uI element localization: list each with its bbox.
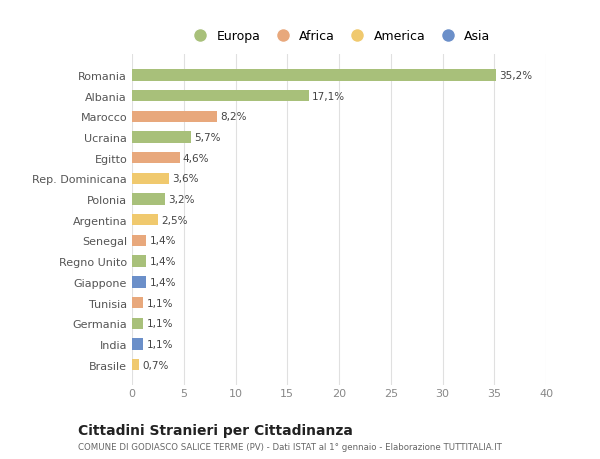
Text: COMUNE DI GODIASCO SALICE TERME (PV) - Dati ISTAT al 1° gennaio - Elaborazione T: COMUNE DI GODIASCO SALICE TERME (PV) - D… — [78, 442, 502, 451]
Text: 1,1%: 1,1% — [146, 298, 173, 308]
Text: 3,2%: 3,2% — [168, 195, 195, 205]
Bar — [132, 70, 496, 81]
Text: 2,5%: 2,5% — [161, 215, 187, 225]
Bar — [132, 339, 143, 350]
Bar — [132, 235, 146, 246]
Text: 1,1%: 1,1% — [146, 339, 173, 349]
Bar — [132, 194, 165, 205]
Bar — [132, 174, 169, 185]
Text: 1,1%: 1,1% — [146, 319, 173, 329]
Text: 17,1%: 17,1% — [312, 91, 345, 101]
Text: 0,7%: 0,7% — [142, 360, 169, 370]
Bar — [132, 153, 179, 164]
Bar — [132, 215, 158, 226]
Bar — [132, 277, 146, 288]
Bar — [132, 256, 146, 267]
Bar — [132, 318, 143, 329]
Text: 4,6%: 4,6% — [183, 153, 209, 163]
Text: 8,2%: 8,2% — [220, 112, 247, 122]
Bar — [132, 112, 217, 123]
Text: 1,4%: 1,4% — [149, 277, 176, 287]
Text: 3,6%: 3,6% — [172, 174, 199, 184]
Text: 5,7%: 5,7% — [194, 133, 221, 143]
Text: 1,4%: 1,4% — [149, 257, 176, 267]
Bar — [132, 297, 143, 308]
Bar — [132, 132, 191, 143]
Bar — [132, 359, 139, 370]
Legend: Europa, Africa, America, Asia: Europa, Africa, America, Asia — [182, 25, 496, 48]
Text: 35,2%: 35,2% — [499, 71, 533, 81]
Text: 1,4%: 1,4% — [149, 236, 176, 246]
Text: Cittadini Stranieri per Cittadinanza: Cittadini Stranieri per Cittadinanza — [78, 423, 353, 437]
Bar — [132, 91, 309, 102]
